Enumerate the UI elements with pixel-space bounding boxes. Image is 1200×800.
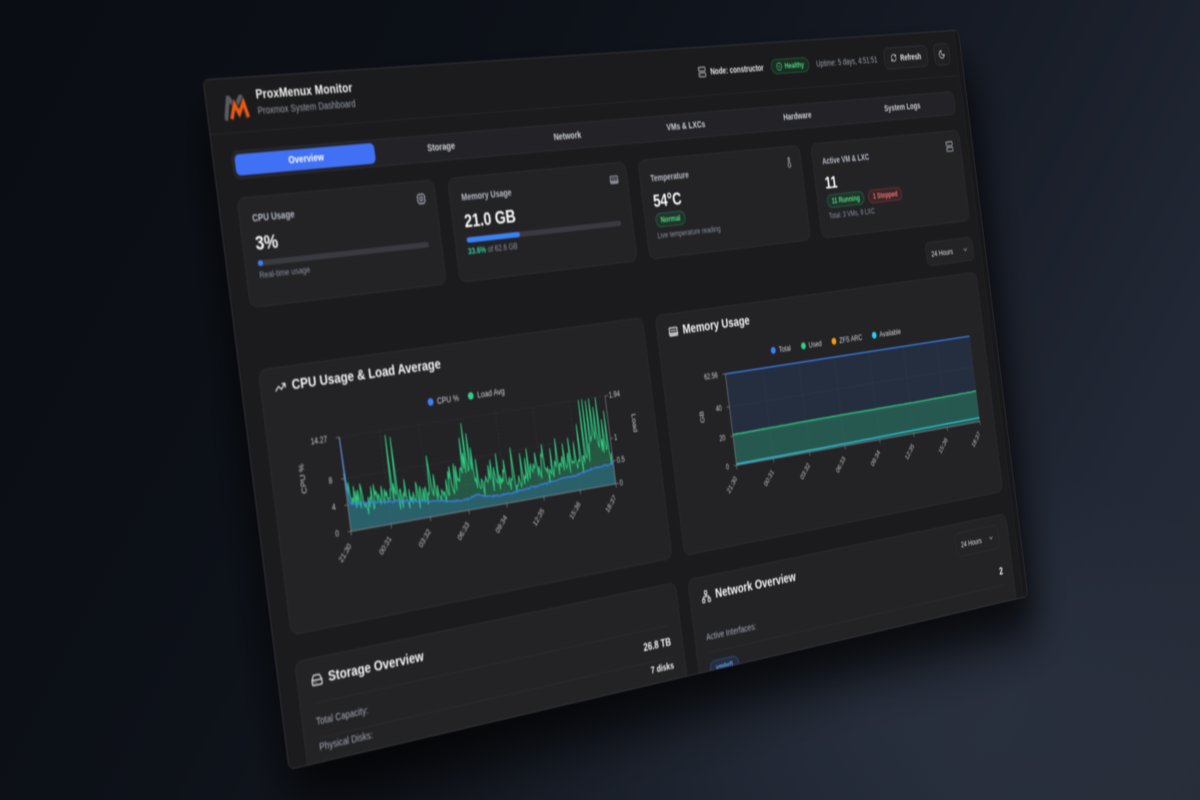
svg-text:4: 4: [331, 502, 336, 512]
svg-text:8: 8: [328, 476, 333, 486]
svg-text:40: 40: [715, 404, 722, 414]
svg-text:0: 0: [619, 478, 624, 487]
svg-text:GB: GB: [698, 410, 706, 423]
svg-text:00:31: 00:31: [763, 467, 776, 488]
svg-text:06:33: 06:33: [835, 454, 847, 474]
svg-text:14.27: 14.27: [310, 435, 328, 447]
svg-text:18:37: 18:37: [970, 430, 981, 449]
svg-text:18:37: 18:37: [604, 493, 618, 515]
svg-text:Load: Load: [630, 413, 639, 433]
svg-text:06:33: 06:33: [456, 520, 471, 542]
svg-text:0: 0: [726, 463, 730, 472]
svg-text:0.5: 0.5: [616, 455, 625, 465]
svg-text:20: 20: [719, 433, 726, 443]
svg-text:12:35: 12:35: [904, 442, 916, 462]
svg-text:09:34: 09:34: [494, 513, 509, 535]
svg-text:0: 0: [335, 529, 340, 539]
svg-text:21:30: 21:30: [726, 474, 739, 495]
svg-text:12:35: 12:35: [531, 506, 546, 528]
svg-text:CPU %: CPU %: [297, 463, 309, 495]
svg-text:03:32: 03:32: [799, 461, 812, 481]
svg-text:62.56: 62.56: [704, 371, 719, 382]
svg-text:00:31: 00:31: [378, 534, 394, 557]
svg-text:09:34: 09:34: [870, 448, 882, 468]
svg-text:15:36: 15:36: [937, 436, 949, 456]
svg-text:15:36: 15:36: [568, 499, 582, 521]
svg-text:21:30: 21:30: [337, 541, 353, 564]
svg-text:03:32: 03:32: [417, 527, 432, 550]
svg-text:1: 1: [614, 433, 619, 442]
svg-text:1.94: 1.94: [608, 389, 621, 400]
